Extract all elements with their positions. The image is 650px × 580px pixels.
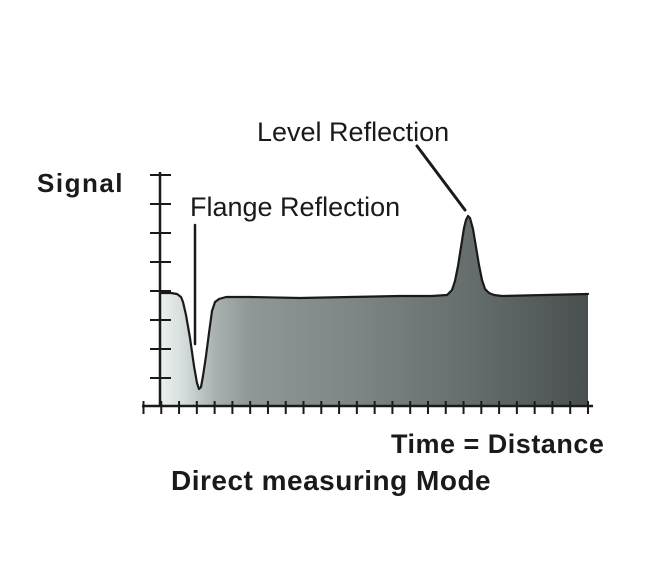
level-reflection-annotation: Level Reflection: [257, 117, 450, 147]
chart-caption: Direct measuring Mode: [171, 465, 492, 496]
signal-curve-outline: [158, 214, 590, 391]
flange-reflection-annotation: Flange Reflection: [190, 192, 401, 222]
x-axis-label: Time = Distance: [391, 429, 605, 459]
signal-area: [160, 216, 588, 406]
upward-peak-pointer-line: [415, 144, 467, 212]
y-axis-label: Signal: [37, 168, 125, 198]
